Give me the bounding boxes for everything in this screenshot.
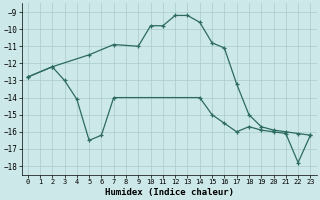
- X-axis label: Humidex (Indice chaleur): Humidex (Indice chaleur): [105, 188, 234, 197]
